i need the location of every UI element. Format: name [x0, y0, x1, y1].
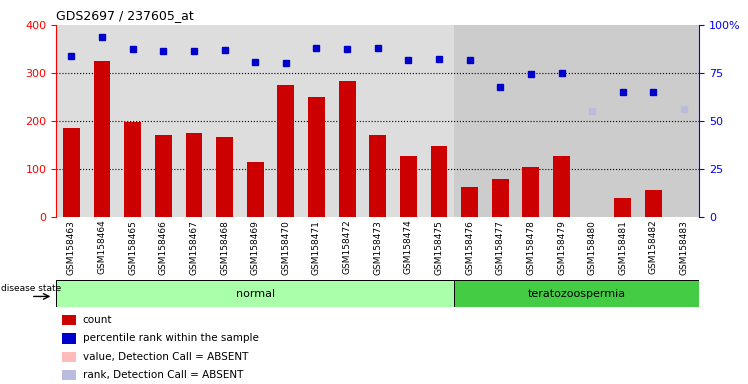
Bar: [454, 280, 699, 307]
Bar: [553, 156, 570, 217]
Bar: [339, 81, 355, 217]
Text: teratozoospermia: teratozoospermia: [528, 289, 626, 299]
Bar: [62, 315, 76, 325]
Bar: [87, 25, 117, 217]
Bar: [546, 25, 577, 217]
Bar: [370, 136, 386, 217]
Bar: [240, 25, 271, 217]
Bar: [332, 25, 363, 217]
Bar: [124, 122, 141, 217]
Bar: [522, 167, 539, 217]
Bar: [485, 25, 515, 217]
Bar: [301, 25, 332, 217]
Bar: [423, 25, 454, 217]
Bar: [454, 25, 485, 217]
Bar: [614, 198, 631, 217]
Text: rank, Detection Call = ABSENT: rank, Detection Call = ABSENT: [83, 370, 243, 380]
Bar: [186, 133, 203, 217]
Bar: [431, 146, 447, 217]
Bar: [278, 85, 294, 217]
Bar: [393, 25, 423, 217]
Bar: [363, 25, 393, 217]
Bar: [400, 156, 417, 217]
Bar: [638, 25, 669, 217]
Text: count: count: [83, 315, 112, 325]
Bar: [62, 351, 76, 362]
Bar: [155, 136, 172, 217]
Text: GDS2697 / 237605_at: GDS2697 / 237605_at: [56, 9, 194, 22]
Bar: [63, 128, 80, 217]
Text: value, Detection Call = ABSENT: value, Detection Call = ABSENT: [83, 352, 248, 362]
Bar: [117, 25, 148, 217]
Bar: [308, 97, 325, 217]
Bar: [645, 190, 662, 217]
Bar: [669, 25, 699, 217]
Text: disease state: disease state: [1, 284, 61, 293]
Bar: [56, 25, 87, 217]
Bar: [462, 187, 478, 217]
Bar: [209, 25, 240, 217]
Bar: [607, 25, 638, 217]
Bar: [94, 61, 111, 217]
Bar: [62, 370, 76, 380]
Bar: [179, 25, 209, 217]
Bar: [56, 280, 454, 307]
Bar: [62, 333, 76, 344]
Bar: [247, 162, 263, 217]
Bar: [515, 25, 546, 217]
Text: percentile rank within the sample: percentile rank within the sample: [83, 333, 259, 343]
Bar: [492, 179, 509, 217]
Bar: [271, 25, 301, 217]
Text: normal: normal: [236, 289, 275, 299]
Bar: [577, 25, 607, 217]
Bar: [216, 137, 233, 217]
Bar: [148, 25, 179, 217]
